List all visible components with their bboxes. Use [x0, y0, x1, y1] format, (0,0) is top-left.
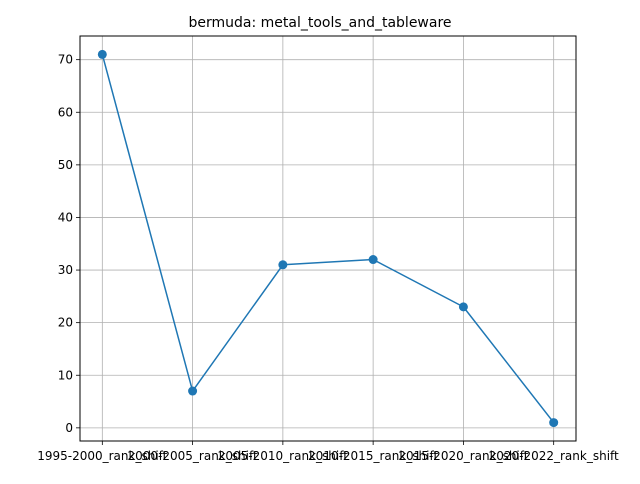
- x-tick-label: 2005-2010_rank_shift: [218, 449, 348, 463]
- series-layer: [97, 49, 559, 428]
- x-tick-label: 2010-2015_rank_shift: [308, 449, 438, 463]
- x-tick-label: 2015-2020_rank_shift: [398, 449, 528, 463]
- y-tick-label: 20: [58, 316, 73, 330]
- plot-area-frame: [79, 35, 577, 442]
- data-point: [188, 386, 198, 396]
- data-point: [549, 418, 559, 428]
- grid-lines: [80, 36, 576, 441]
- data-point: [458, 302, 468, 312]
- series-line: [101, 54, 555, 424]
- y-tick-label: 30: [58, 263, 73, 277]
- y-tick-label: 40: [58, 210, 73, 224]
- x-tick-label: 2020-2022_rank_shift: [489, 449, 619, 463]
- x-axis-ticks: 1995-2000_rank_shift2000-2005_rank_shift…: [37, 441, 619, 463]
- chart-title: bermuda: metal_tools_and_tableware: [188, 15, 451, 31]
- y-tick-label: 10: [58, 368, 73, 382]
- y-tick-label: 60: [58, 105, 73, 119]
- y-tick-label: 50: [58, 158, 73, 172]
- x-tick-label: 2000-2005_rank_shift: [128, 449, 258, 463]
- y-axis-ticks: 0 10 20 30 40 50 60 70: [58, 53, 80, 435]
- data-point: [278, 260, 288, 270]
- data-point: [97, 49, 107, 59]
- x-tick-label: 1995-2000_rank_shift: [37, 449, 167, 463]
- y-tick-label: 0: [65, 421, 73, 435]
- data-point: [368, 255, 378, 265]
- y-tick-label: 70: [58, 53, 73, 67]
